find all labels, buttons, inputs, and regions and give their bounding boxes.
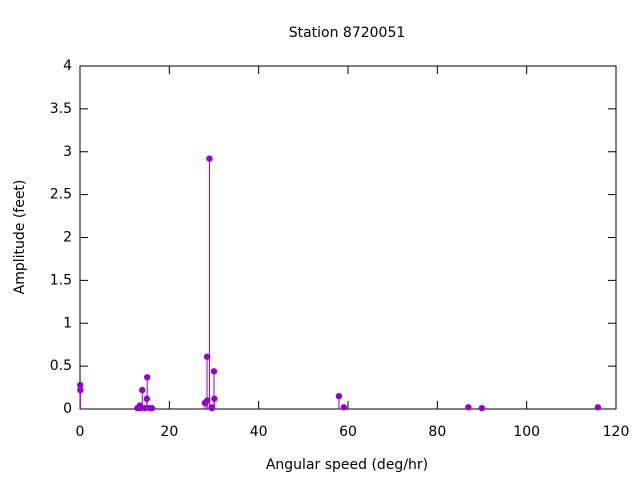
y-tick-label: 2.5 [50, 187, 72, 203]
point [465, 404, 472, 411]
x-tick-label: 120 [603, 424, 630, 440]
x-tick-label: 0 [76, 424, 85, 440]
point [594, 404, 602, 411]
point [148, 404, 156, 412]
y-tick-label: 0.5 [50, 358, 72, 374]
x-tick-label: 40 [250, 424, 268, 440]
point [139, 386, 146, 394]
plot-frame [79, 65, 617, 410]
y-tick-label: 3 [63, 144, 72, 160]
point [76, 381, 84, 389]
y-tick-label: 1 [63, 315, 72, 331]
point [77, 386, 84, 394]
chart-title: Station 8720051 [289, 25, 406, 41]
x-axis-label: Angular speed (deg/hr) [266, 457, 428, 473]
point [210, 368, 218, 375]
y-tick-label: 3.5 [50, 101, 72, 117]
point [478, 404, 486, 412]
x-tick-label: 100 [513, 424, 540, 440]
point [203, 353, 211, 360]
point [143, 374, 151, 381]
y-axis-label: Amplitude (feet) [12, 180, 28, 295]
point [211, 395, 218, 402]
y-tick-label: 0 [63, 401, 72, 417]
point [340, 404, 348, 411]
point [335, 392, 343, 400]
y-tick-label: 4 [63, 58, 72, 74]
y-tick-label: 1.5 [50, 272, 72, 288]
point [206, 155, 213, 162]
x-tick-label: 20 [160, 424, 178, 440]
x-tick-label: 60 [339, 424, 357, 440]
y-tick-label: 2 [63, 230, 72, 246]
x-tick-label: 80 [428, 424, 446, 440]
